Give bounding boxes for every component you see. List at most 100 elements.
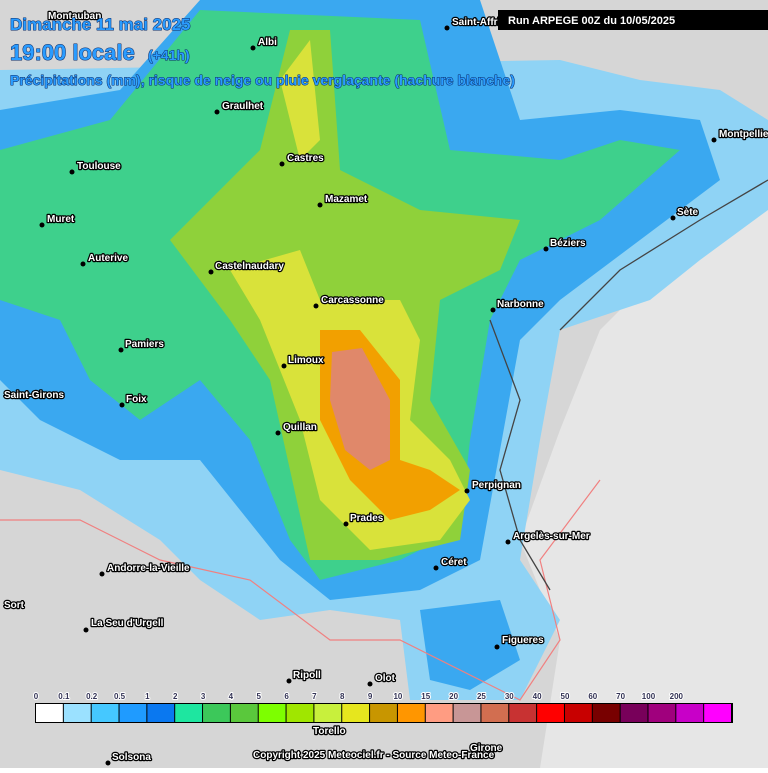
legend-label: 0.5 <box>114 692 126 701</box>
legend-label: 3 <box>201 692 206 701</box>
legend-swatch <box>147 704 175 722</box>
city-dot <box>313 303 319 309</box>
city-dot <box>505 539 511 545</box>
city: Sète <box>677 207 699 218</box>
city: Carcassonne <box>321 295 384 306</box>
precip-yellow <box>230 40 470 550</box>
legend-swatch <box>509 704 537 722</box>
city: Andorre-la-Vieille <box>107 563 190 574</box>
legend-label: 1 <box>145 692 150 701</box>
city: Castres <box>287 153 324 164</box>
date-title: Dimanche 11 mai 2025 <box>10 15 191 34</box>
legend-label: 25 <box>477 692 486 701</box>
city-dot <box>286 678 292 684</box>
border-line <box>0 479 601 701</box>
run-box <box>498 10 768 30</box>
legend-label: 100 <box>642 692 656 701</box>
city-dot <box>494 644 500 650</box>
city: Mazamet <box>325 194 368 205</box>
city-dot <box>281 363 287 369</box>
city: Pamiers <box>125 339 164 350</box>
city: Argelès-sur-Mer <box>513 531 590 542</box>
legend-swatch <box>342 704 370 722</box>
legend-swatch <box>564 704 592 722</box>
time-title: 19:00 locale <box>10 40 135 65</box>
legend-label: 15 <box>421 692 430 701</box>
legend-label: 10 <box>393 692 402 701</box>
legend-label: 2 <box>173 692 178 701</box>
city-dot <box>39 222 45 228</box>
city-dot <box>543 246 549 252</box>
legend-swatch <box>648 704 676 722</box>
precip-lime <box>170 30 520 560</box>
subtitle: Précipitations (mm), risque de neige ou … <box>10 72 515 88</box>
city-dot <box>208 269 214 275</box>
city-dot <box>464 488 470 494</box>
legend-swatch <box>175 704 203 722</box>
legend-swatch <box>425 704 453 722</box>
city: Perpignan <box>472 480 521 491</box>
city: Limoux <box>288 355 324 366</box>
city: Quillan <box>283 422 317 433</box>
city: Prades <box>350 513 384 524</box>
city-dot <box>343 521 349 527</box>
legend-swatch <box>676 704 704 722</box>
legend-label: 6 <box>284 692 289 701</box>
sea <box>520 200 768 768</box>
city-dot <box>444 25 450 31</box>
legend-swatch <box>370 704 397 722</box>
legend-swatch <box>230 704 258 722</box>
city: La Seu d'Urgell <box>91 618 164 629</box>
legend-label: 200 <box>670 692 684 701</box>
legend-swatch <box>286 704 314 722</box>
run-label: Run ARPEGE 00Z du 10/05/2025 <box>508 15 675 27</box>
city-dot <box>214 109 220 115</box>
city: Saint-Girons <box>4 390 64 401</box>
legend-label: 0.1 <box>58 692 70 701</box>
city-dot <box>433 565 439 571</box>
legend-swatch <box>36 704 63 722</box>
legend-swatch <box>620 704 648 722</box>
city: Montpellier <box>719 129 768 140</box>
city-dot <box>367 681 373 687</box>
city: Ripoll <box>293 670 321 681</box>
legend-label: 4 <box>229 692 234 701</box>
city: Béziers <box>550 238 586 249</box>
city: Castelnaudary <box>215 261 284 272</box>
city: Graulhet <box>222 101 264 112</box>
legend-label: 9 <box>368 692 373 701</box>
city: Solsona <box>112 752 151 763</box>
city-dot <box>99 571 105 577</box>
city-dot <box>105 760 111 766</box>
legend-label: 8 <box>340 692 345 701</box>
city: Olot <box>375 673 396 684</box>
city: Auterive <box>88 253 128 264</box>
legend: 0 0.1 0.2 0.5 1 2 3 4 5 6 7 8 9 10 15 20 25 30 40 50 60 70 100… <box>33 691 733 723</box>
city: Narbonne <box>497 299 544 310</box>
legend-swatch <box>592 704 620 722</box>
legend-label: 60 <box>588 692 597 701</box>
lead-time: (+41h) <box>148 47 190 63</box>
legend-label: 20 <box>449 692 458 701</box>
city: Toulouse <box>77 161 121 172</box>
city-dot <box>711 137 717 143</box>
legend-swatch <box>203 704 230 722</box>
city-labels: Montauban Albi Saint-Affrique Graulhet T… <box>3 10 768 765</box>
city-dot <box>670 215 676 221</box>
city: Céret <box>441 557 467 568</box>
city: Foix <box>126 394 147 405</box>
city: Girone <box>470 743 503 754</box>
city: Montauban <box>48 11 101 22</box>
legend-label: 50 <box>561 692 570 701</box>
city-dot <box>69 169 75 175</box>
legend-label: 0 <box>34 692 39 701</box>
city-dot <box>250 45 256 51</box>
legend-label: 7 <box>312 692 317 701</box>
legend-swatch <box>258 704 286 722</box>
precip-blue-south <box>420 600 520 690</box>
city-dot <box>83 627 89 633</box>
city-dots <box>39 25 717 766</box>
legend-swatch <box>119 704 147 722</box>
city: Sort <box>4 600 25 611</box>
copyright: Copyright 2025 Meteociel.fr - Source Met… <box>253 750 495 761</box>
